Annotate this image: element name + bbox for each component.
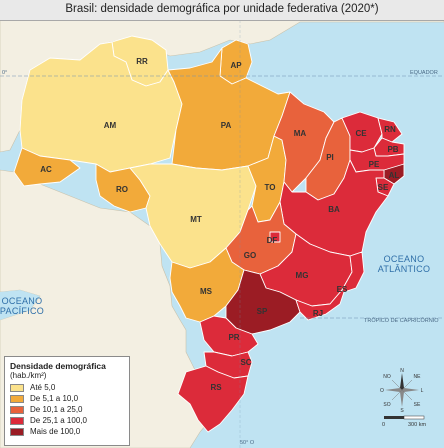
state-pr (199, 315, 259, 357)
brazil-states (13, 35, 405, 433)
label-pa: PA (221, 121, 232, 130)
legend-item: De 25,1 a 100,0 (10, 416, 128, 426)
label-ms: MS (200, 287, 213, 296)
legend-item: Até 5,0 (10, 383, 128, 393)
ocean-pacific-label-1: OCEANO (2, 296, 43, 306)
state-es (341, 251, 365, 293)
ocean-atlantic-label-1: OCEANO (384, 254, 425, 264)
compass-no: NO (383, 374, 391, 380)
ocean-pacific-label-2: PACÍFICO (0, 306, 44, 316)
legend-label: De 10,1 a 25,0 (30, 405, 83, 414)
label-mt: MT (190, 215, 202, 224)
label-ba: BA (328, 205, 340, 214)
compass-e: L (421, 388, 424, 394)
legend-title: Densidade demográfica (10, 361, 106, 371)
label-ce: CE (355, 129, 367, 138)
state-df (269, 231, 281, 243)
legend-swatch (10, 384, 24, 392)
label-pr: PR (228, 333, 239, 342)
label-rn: RN (384, 125, 396, 134)
state-ma (273, 91, 335, 193)
legend-unit: (hab./km²) (10, 371, 47, 380)
compass-w: O (380, 388, 384, 394)
legend: Densidade demográfica (hab./km²) Até 5,0… (4, 356, 130, 446)
legend-item: De 5,1 a 10,0 (10, 394, 128, 404)
state-ac (13, 147, 81, 187)
scale-distance: 300 km (408, 422, 426, 428)
compass-so: SO (383, 402, 390, 408)
compass-rose-icon: N S L O NE NO SE SO (380, 368, 424, 412)
equator-label: EQUADOR (410, 70, 438, 76)
meridian-label: 50° O (240, 440, 255, 446)
legend-swatch (10, 406, 24, 414)
label-rs: RS (210, 383, 222, 392)
map-title: Brasil: densidade demográfica por unidad… (65, 3, 379, 15)
compass-s: S (400, 408, 404, 412)
label-pe: PE (369, 160, 380, 169)
label-es: ES (337, 285, 348, 294)
title-bar: Brasil: densidade demográfica por unidad… (0, 0, 444, 21)
compass-n: N (400, 368, 404, 374)
state-rs (177, 365, 249, 433)
legend-label: Até 5,0 (30, 383, 56, 392)
ocean-atlantic-label-2: ATLÂNTICO (378, 264, 431, 274)
label-sp: SP (257, 307, 268, 316)
label-al: AL (389, 171, 400, 180)
scale-zero: 0 (382, 422, 385, 428)
equator-degree-label: 0° (2, 70, 7, 76)
label-to: TO (265, 183, 276, 192)
legend-swatch (10, 417, 24, 425)
label-go: GO (244, 251, 256, 260)
label-rr: RR (136, 57, 148, 66)
label-pi: PI (326, 153, 334, 162)
legend-label: De 5,1 a 10,0 (30, 394, 79, 403)
label-mg: MG (296, 271, 309, 280)
label-rj: RJ (313, 309, 323, 318)
legend-swatch (10, 428, 24, 436)
capricorn-label: TRÓPICO DE CAPRICÓRNIO (364, 317, 439, 324)
label-ma: MA (294, 129, 307, 138)
legend-item: De 10,1 a 25,0 (10, 405, 128, 415)
label-pb: PB (387, 145, 398, 154)
legend-swatch (10, 395, 24, 403)
legend-label: Mais de 100,0 (30, 427, 81, 436)
legend-item: Mais de 100,0 (10, 427, 128, 437)
label-ro: RO (116, 185, 128, 194)
compass-ne: NE (414, 374, 422, 380)
label-df: DF (267, 236, 278, 245)
label-ap: AP (230, 61, 242, 70)
label-se: SE (378, 183, 389, 192)
scale-bar: 0 300 km (382, 415, 426, 428)
state-rj (295, 289, 345, 321)
legend-label: De 25,1 a 100,0 (30, 416, 87, 425)
label-sc: SC (240, 358, 251, 367)
label-ac: AC (40, 165, 52, 174)
ocean-pacific (0, 290, 40, 320)
label-am: AM (104, 121, 117, 130)
compass-se: SE (414, 402, 421, 408)
